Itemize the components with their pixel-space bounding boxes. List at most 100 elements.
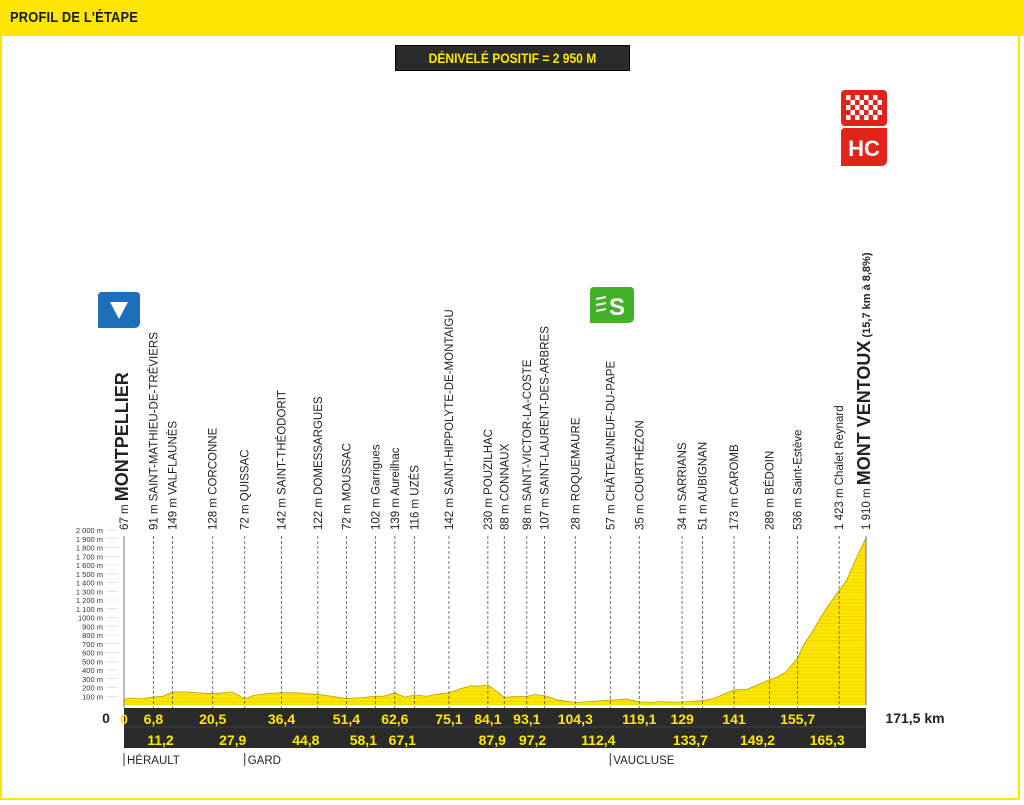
flag-check xyxy=(864,95,869,100)
km-label: 104,3 xyxy=(558,711,593,727)
km-label: 133,7 xyxy=(673,732,708,748)
place-text: 173 m CAROMB xyxy=(729,444,741,530)
y-tick-label: 600 m xyxy=(82,649,103,658)
km-label: 11,2 xyxy=(147,732,174,748)
place-altitude: 34 m xyxy=(677,501,689,530)
place-name: SAINT-MATHIEU-DE-TRÉVIERS xyxy=(147,332,160,501)
km-label: 51,4 xyxy=(333,711,360,727)
place-altitude: 173 m xyxy=(729,495,741,530)
y-tick-label: 1 300 m xyxy=(76,587,103,596)
flag-check xyxy=(859,110,864,115)
y-tick-label: 900 m xyxy=(82,622,103,631)
km-label: 84,1 xyxy=(474,711,501,727)
y-tick-label: 800 m xyxy=(82,631,103,640)
flag-check xyxy=(864,115,869,120)
km-label: 129 xyxy=(670,711,694,727)
place-altitude: 122 m xyxy=(313,495,325,530)
km-label: 141 xyxy=(722,711,746,727)
place-name: BÉDOIN xyxy=(764,451,777,495)
flag-check xyxy=(855,95,860,100)
y-tick-label: 1 400 m xyxy=(76,579,103,588)
place-label: 289 m BÉDOIN xyxy=(764,451,777,530)
place-altitude: 91 m xyxy=(148,501,160,530)
y-tick-label: 100 m xyxy=(82,692,103,701)
y-tick-label: 1 500 m xyxy=(76,570,103,579)
place-label: 72 m QUISSAC xyxy=(240,449,252,530)
km-label: 93,1 xyxy=(513,711,540,727)
km-label: 62,6 xyxy=(381,711,408,727)
place-altitude: 88 m xyxy=(499,501,511,530)
flag-check xyxy=(850,110,855,115)
flag-check xyxy=(855,105,860,110)
elevation-gain-label: DÉNIVELÉ POSITIF = 2 950 M xyxy=(428,50,597,66)
badges: S HC xyxy=(98,90,887,328)
place-label: 98 m SAINT-VICTOR-LA-COSTE xyxy=(522,359,534,530)
flag-check xyxy=(864,105,869,110)
place-altitude: 35 m xyxy=(634,501,646,530)
place-text: 91 m SAINT-MATHIEU-DE-TRÉVIERS xyxy=(147,332,160,530)
place-name: DOMESSARGUES xyxy=(313,396,325,495)
place-name: Aureilhac xyxy=(390,447,402,495)
place-altitude: 72 m xyxy=(240,501,252,530)
y-tick-label: 1 900 m xyxy=(76,535,103,544)
place-name: CAROMB xyxy=(729,444,741,495)
place-name: MONT VENTOUX xyxy=(854,341,874,486)
profile-fill xyxy=(124,537,866,705)
place-label: 88 m CONNAUX xyxy=(499,443,511,530)
checkered-flag-icon xyxy=(841,90,887,126)
place-label: 116 m UZÈS xyxy=(408,465,421,530)
place-name: CORCONNE xyxy=(208,427,220,494)
place-altitude: 28 m xyxy=(570,501,582,530)
place-label: 149 m VALFLAUNÈS xyxy=(166,421,179,530)
place-text: 107 m SAINT-LAURENT-DES-ARBRES xyxy=(540,326,552,530)
km-axis-band: 0 171,5 km 0 6,8 11,2 20,5 27,9 36,4 44,8 51,4 58,… xyxy=(102,708,945,748)
place-text: 1 910 m MONT VENTOUX (15,7 km à 8,8%) xyxy=(854,252,874,530)
place-altitude: 289 m xyxy=(765,495,777,530)
place-text: 88 m CONNAUX xyxy=(499,443,511,530)
place-text: 72 m QUISSAC xyxy=(240,449,252,530)
place-altitude: 1 423 m xyxy=(834,485,846,530)
place-altitude: 1 910 m xyxy=(861,485,873,530)
place-label: 536 m Saint-Estève xyxy=(793,430,805,530)
place-altitude: 149 m xyxy=(167,495,179,530)
y-tick-label: 1000 m xyxy=(78,614,103,623)
place-name: COURTHÉZON xyxy=(633,420,646,501)
flag-check xyxy=(877,110,882,115)
department-label: GARD xyxy=(248,755,281,767)
profile-hatching xyxy=(124,538,866,705)
departments: HÉRAULT GARD VAUCLUSE xyxy=(123,753,675,767)
profile-area xyxy=(123,537,867,705)
y-tick-label: 200 m xyxy=(82,684,103,693)
place-label: 34 m SARRIANS xyxy=(677,442,689,530)
place-text: 72 m MOUSSAC xyxy=(341,443,353,530)
place-text: 149 m VALFLAUNÈS xyxy=(166,421,179,530)
flag-check xyxy=(873,95,878,100)
flag-check xyxy=(877,100,882,105)
place-label: 72 m MOUSSAC xyxy=(341,443,353,530)
place-label: 107 m SAINT-LAURENT-DES-ARBRES xyxy=(540,326,552,530)
place-name: VALFLAUNÈS xyxy=(166,421,179,495)
y-tick-label: 300 m xyxy=(82,675,103,684)
place-label: 173 m CAROMB xyxy=(729,444,741,530)
place-text: 67 m MONTPELLIER xyxy=(112,372,132,530)
place-text: 1 423 m Chalet Reynard xyxy=(834,405,846,530)
place-altitude: 107 m xyxy=(540,495,552,530)
km-label: 0 xyxy=(120,711,128,727)
place-name: POUZILHAC xyxy=(483,429,495,495)
place-text: 128 m CORCONNE xyxy=(208,427,220,530)
place-altitude: 116 m xyxy=(409,496,421,530)
place-text: 122 m DOMESSARGUES xyxy=(313,396,325,530)
flag-check xyxy=(868,100,873,105)
y-tick-label: 700 m xyxy=(82,640,103,649)
place-text: 28 m ROQUEMAURE xyxy=(570,417,582,530)
place-note: (15,7 km à 8,8%) xyxy=(861,252,873,340)
elevation-gain-box: DÉNIVELÉ POSITIF = 2 950 M xyxy=(395,45,630,71)
place-name: CONNAUX xyxy=(499,443,511,501)
place-altitude: 230 m xyxy=(483,495,495,530)
hc-badge-bg xyxy=(841,128,887,166)
department-label: HÉRAULT xyxy=(127,754,180,767)
y-tick-label: 2 000 m xyxy=(76,526,103,535)
y-tick-label: 1 200 m xyxy=(76,596,103,605)
km-label: 165,3 xyxy=(810,732,845,748)
